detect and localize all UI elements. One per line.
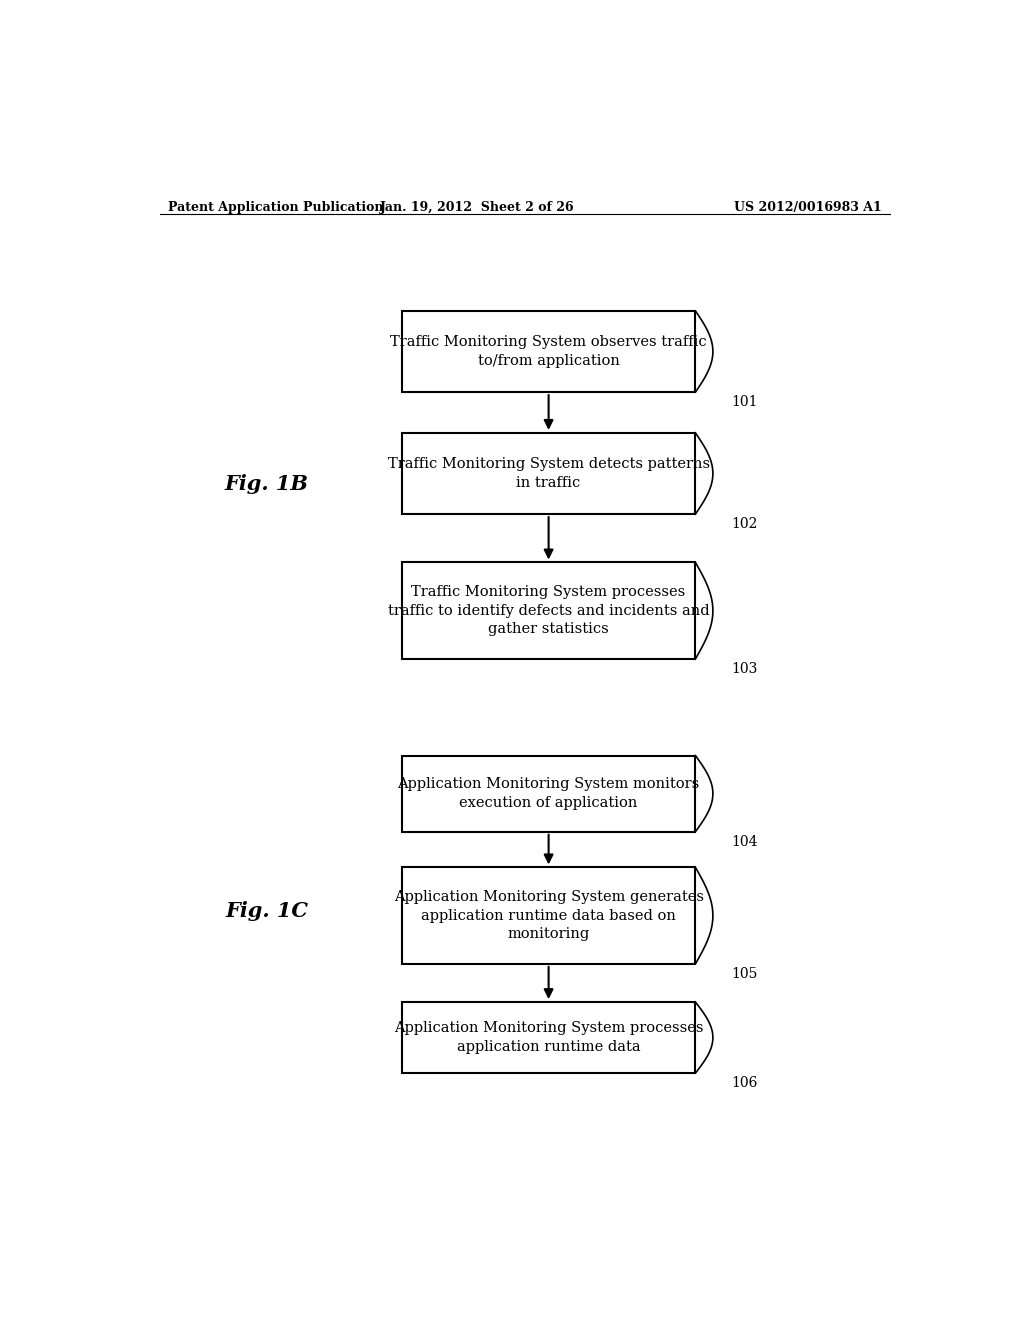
Text: Traffic Monitoring System processes
traffic to identify defects and incidents an: Traffic Monitoring System processes traf… [388,585,710,636]
Text: Application Monitoring System processes
application runtime data: Application Monitoring System processes … [394,1022,703,1053]
FancyBboxPatch shape [401,562,695,659]
Text: Traffic Monitoring System detects patterns
in traffic: Traffic Monitoring System detects patter… [387,457,710,490]
FancyBboxPatch shape [401,867,695,964]
Text: Fig. 1B: Fig. 1B [225,474,309,494]
Text: 105: 105 [731,968,758,981]
Text: 101: 101 [731,395,758,409]
Text: Jan. 19, 2012  Sheet 2 of 26: Jan. 19, 2012 Sheet 2 of 26 [380,201,574,214]
FancyBboxPatch shape [401,1002,695,1073]
Text: US 2012/0016983 A1: US 2012/0016983 A1 [734,201,882,214]
Text: Traffic Monitoring System observes traffic
to/from application: Traffic Monitoring System observes traff… [390,335,707,368]
Text: Patent Application Publication: Patent Application Publication [168,201,383,214]
Text: 106: 106 [731,1076,758,1090]
FancyBboxPatch shape [401,755,695,832]
Text: Application Monitoring System monitors
execution of application: Application Monitoring System monitors e… [397,777,699,810]
Text: 104: 104 [731,836,758,849]
Text: Fig. 1C: Fig. 1C [225,900,308,920]
FancyBboxPatch shape [401,433,695,515]
Text: 103: 103 [731,663,758,676]
Text: Application Monitoring System generates
application runtime data based on
monito: Application Monitoring System generates … [393,890,703,941]
FancyBboxPatch shape [401,312,695,392]
Text: 102: 102 [731,517,758,532]
